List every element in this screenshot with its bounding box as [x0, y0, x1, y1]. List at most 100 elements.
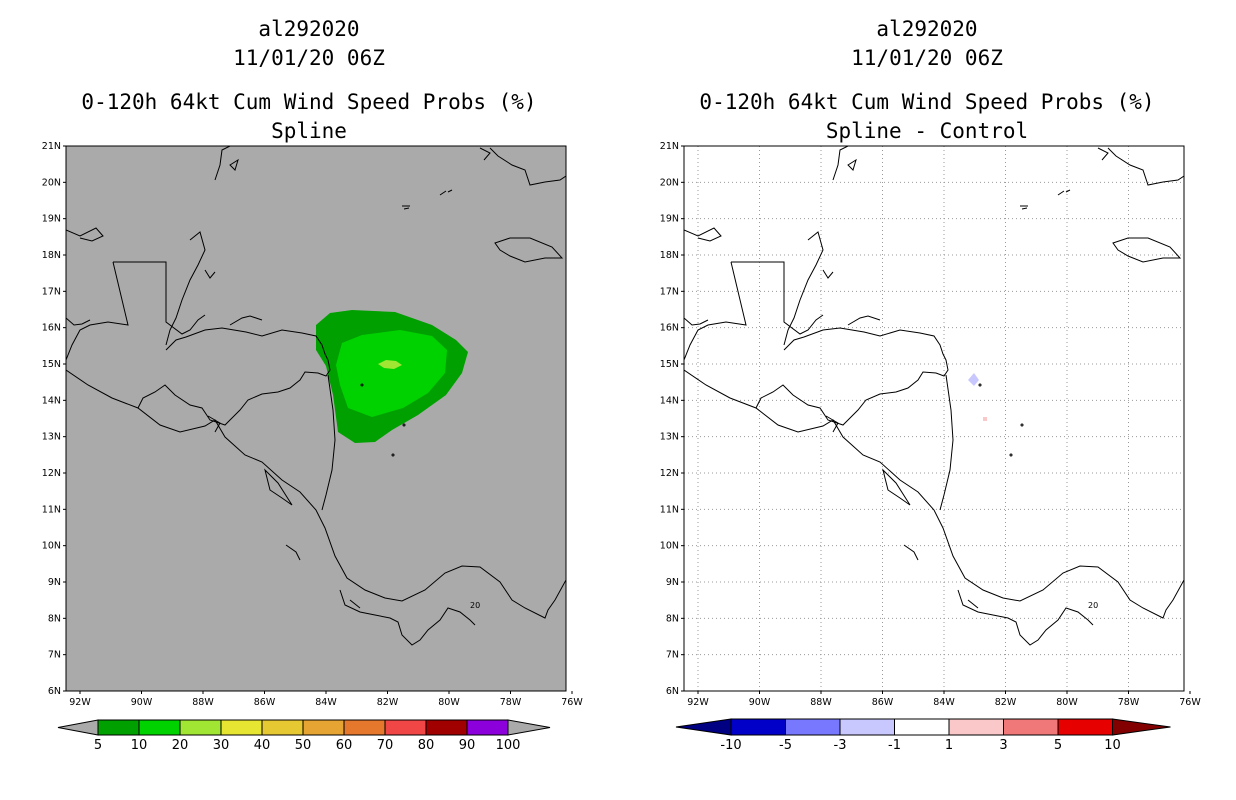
lon-label: 90W	[131, 697, 153, 708]
lon-label: 88W	[810, 697, 832, 708]
lat-label: 6N	[48, 686, 61, 697]
panel-spline: al292020 11/01/20 06Z 0-120h 64kt Cum Wi…	[42, 17, 584, 753]
colorbar-label: 30	[213, 738, 230, 753]
lat-label: 12N	[42, 468, 61, 479]
lat-label: 12N	[660, 468, 679, 479]
lon-label: 90W	[749, 697, 771, 708]
colorbar-label: 5	[94, 738, 102, 753]
colorbar-label: 5	[1054, 738, 1062, 753]
lat-label: 21N	[42, 141, 61, 152]
colorbar-label: 60	[336, 738, 353, 753]
lat-label: 16N	[42, 323, 61, 334]
inset-label: 20	[1088, 601, 1098, 610]
lon-label: 76W	[561, 697, 583, 708]
colorbar-high-cap	[507, 719, 551, 736]
lon-axis: 92W 90W 88W 86W 84W 82W 80W 78W 76W	[69, 691, 583, 708]
lat-label: 19N	[660, 214, 679, 225]
lon-label: 86W	[254, 697, 276, 708]
lon-label: 80W	[438, 697, 460, 708]
lon-label: 88W	[192, 697, 214, 708]
colorbar-label: 1	[945, 738, 953, 753]
datetime: 11/01/20 06Z	[233, 46, 385, 70]
colorbar-label: 10	[131, 738, 148, 753]
colorbar-label: -1	[888, 738, 901, 753]
panel-subtitle: Spline	[271, 119, 347, 143]
lat-label: 8N	[666, 613, 679, 624]
lat-label: 7N	[48, 650, 61, 661]
map-plot: 20 21N20N19N18N17N16N15N14N13N12N11N10N9…	[660, 141, 1202, 753]
lat-label: 14N	[660, 395, 679, 406]
lat-label: 11N	[42, 504, 61, 515]
colorbar-swatch	[302, 719, 345, 736]
lat-label: 13N	[660, 432, 679, 443]
colorbar-swatch	[730, 718, 786, 736]
lat-label: 13N	[42, 432, 61, 443]
lat-label: 9N	[48, 577, 61, 588]
colorbar-low-cap	[675, 718, 732, 736]
colorbar-high-cap	[1112, 718, 1171, 736]
inset-label: 20	[470, 601, 480, 610]
diff-contour-positive	[983, 417, 987, 421]
colorbar-swatch	[179, 719, 222, 736]
lat-label: 10N	[660, 541, 679, 552]
lon-label: 86W	[872, 697, 894, 708]
colorbar-low-cap	[57, 719, 99, 736]
colorbar-label: 10	[1104, 738, 1121, 753]
colorbar-label: 50	[295, 738, 312, 753]
lat-label: 18N	[42, 250, 61, 261]
colorbar-label: 90	[459, 738, 476, 753]
colorbar-swatch	[343, 719, 386, 736]
lat-label: 6N	[666, 686, 679, 697]
lon-label: 78W	[1118, 697, 1140, 708]
lat-label: 16N	[660, 323, 679, 334]
colorbar-swatch	[894, 718, 950, 736]
colorbar-swatch	[1003, 718, 1059, 736]
lat-label: 21N	[660, 141, 679, 152]
storm-id: al292020	[876, 17, 978, 41]
colorbar-swatch	[948, 718, 1004, 736]
lat-label: 20N	[660, 177, 679, 188]
product-title: 0-120h 64kt Cum Wind Speed Probs (%)	[81, 90, 537, 114]
colorbar-label: 70	[377, 738, 394, 753]
colorbar-label: 20	[172, 738, 189, 753]
lat-label: 14N	[42, 395, 61, 406]
lon-label: 82W	[377, 697, 399, 708]
map-background	[66, 146, 566, 691]
grid-lines	[684, 146, 1184, 691]
panel-spline-minus-control: al292020 11/01/20 06Z 0-120h 64kt Cum Wi…	[618, 0, 1236, 800]
colorbar-swatch	[138, 719, 181, 736]
lat-label: 20N	[42, 177, 61, 188]
datetime: 11/01/20 06Z	[851, 46, 1003, 70]
product-title: 0-120h 64kt Cum Wind Speed Probs (%)	[699, 90, 1155, 114]
map-plot: 20 21N20N19N18N17N16N15N14N13N12N11N10N9…	[42, 141, 584, 753]
storm-id: al292020	[258, 17, 360, 41]
colorbar-swatch	[384, 719, 427, 736]
lon-axis: 92W 90W 88W 86W 84W 82W 80W 78W 76W	[687, 691, 1201, 708]
colorbar: 5 10 20 30 40 50 60 70 80 90 100	[57, 719, 551, 753]
lat-label: 10N	[42, 541, 61, 552]
lat-label: 8N	[48, 613, 61, 624]
colorbar-swatch	[220, 719, 263, 736]
colorbar-swatch	[839, 718, 895, 736]
lat-label: 11N	[660, 504, 679, 515]
panel-subtitle: Spline - Control	[825, 119, 1029, 143]
colorbar-label: -3	[834, 738, 847, 753]
lon-label: 76W	[1179, 697, 1201, 708]
colorbar-swatch	[785, 718, 841, 736]
coastlines	[66, 146, 566, 646]
prob-contour-20	[378, 360, 402, 369]
colorbar-label: -10	[720, 738, 741, 753]
colorbar-swatch	[466, 719, 509, 736]
map-frame	[65, 145, 567, 692]
lon-label: 78W	[500, 697, 522, 708]
lat-label: 19N	[42, 214, 61, 225]
lon-label: 84W	[315, 697, 337, 708]
colorbar-swatch	[97, 719, 140, 736]
lat-axis: 21N 20N 19N 18N 17N 16N 15N 14N 13N 12N 11N 10N 9N 8N…	[660, 141, 684, 697]
lat-label: 17N	[660, 286, 679, 297]
colorbar-swatch	[261, 719, 304, 736]
prob-contour-10	[336, 330, 447, 417]
lon-label: 80W	[1056, 697, 1078, 708]
colorbar-swatch	[1057, 718, 1113, 736]
map-frame	[683, 145, 1185, 692]
